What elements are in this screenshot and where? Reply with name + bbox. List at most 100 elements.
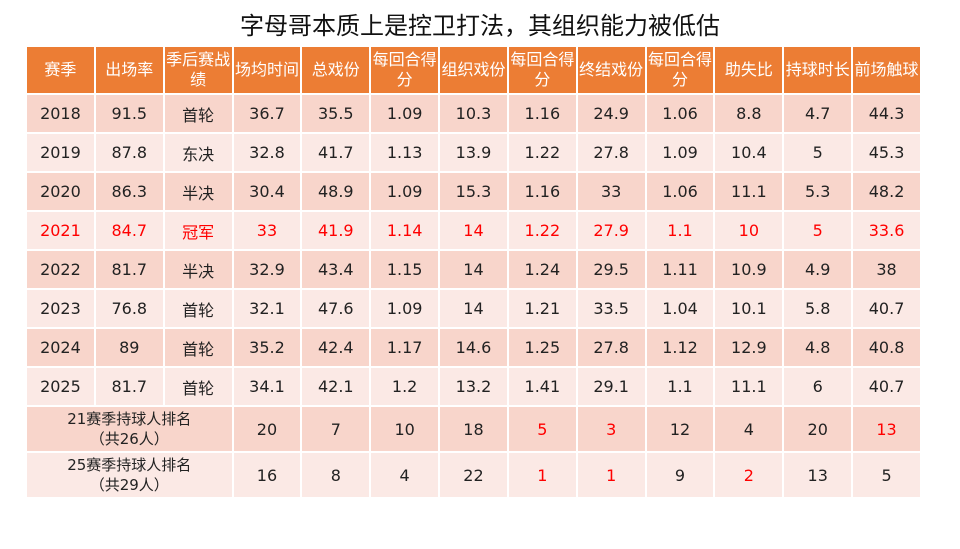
table-cell: 43.4	[300, 249, 372, 290]
rank-row-label: 25赛季持球人排名 （共29人）	[25, 451, 234, 499]
column-header: 持球时长	[782, 45, 854, 95]
table-row: 2019 87.8 东决 32.8 41.7 1.13 13.9 1.22 27.8 1.09 10…	[25, 132, 922, 173]
table-cell: 14	[438, 249, 509, 290]
table-cell: 14.6	[438, 327, 509, 368]
table-cell: 41.9	[300, 210, 372, 251]
table-cell: 32.1	[231, 288, 303, 329]
table-cell: 首轮	[162, 366, 234, 407]
rank-row-label: 21赛季持球人排名 （共26人）	[25, 405, 234, 453]
table-cell: 33.5	[575, 288, 647, 329]
table-cell: 27.8	[575, 132, 647, 173]
table-cell: 1.24	[506, 249, 578, 290]
header-row: 赛季 出场率 季后赛战绩 场均时间 总戏份 每回合得分 组织戏份 每回合得分 终结戏份 每回合得分…	[25, 45, 922, 95]
table-cell: 2025	[25, 366, 96, 407]
table-cell: 44.3	[851, 93, 922, 134]
table-cell: 首轮	[162, 288, 234, 329]
table-cell: 40.7	[851, 366, 922, 407]
rank-cell: 2	[713, 451, 785, 499]
table-cell: 1.1	[644, 210, 716, 251]
rank-cell: 7	[300, 405, 372, 453]
slide-title: 字母哥本质上是控卫打法，其组织能力被低估	[240, 12, 720, 40]
table-cell: 10.3	[438, 93, 509, 134]
table-cell: 12.9	[713, 327, 785, 368]
column-header: 组织戏份	[438, 45, 509, 95]
rank-cell: 13	[851, 405, 922, 453]
table-cell: 5.3	[782, 171, 854, 212]
table-cell: 半决	[162, 249, 234, 290]
table-cell: 首轮	[162, 327, 234, 368]
table-cell: 86.3	[93, 171, 165, 212]
rank-label-line: 21赛季持球人排名	[67, 410, 192, 428]
table-cell: 48.2	[851, 171, 922, 212]
table-cell: 81.7	[93, 366, 165, 407]
table-cell: 24.9	[575, 93, 647, 134]
table-cell: 87.8	[93, 132, 165, 173]
table-cell: 42.1	[300, 366, 372, 407]
table-cell: 89	[93, 327, 165, 368]
table-cell: 76.8	[93, 288, 165, 329]
table-cell: 2024	[25, 327, 96, 368]
table-cell: 冠军	[162, 210, 234, 251]
table-cell: 1.1	[644, 366, 716, 407]
table-cell: 1.13	[369, 132, 441, 173]
column-header: 出场率	[93, 45, 165, 95]
table-cell: 4.9	[782, 249, 854, 290]
table-cell: 1.22	[506, 132, 578, 173]
table-row: 2018 91.5 首轮 36.7 35.5 1.09 10.3 1.16 24.9 1.06 8.…	[25, 93, 922, 134]
table-cell: 42.4	[300, 327, 372, 368]
table-cell: 1.21	[506, 288, 578, 329]
table-cell: 91.5	[93, 93, 165, 134]
table-body: 2018 91.5 首轮 36.7 35.5 1.09 10.3 1.16 24.9 1.06 8.…	[25, 93, 922, 499]
rank-cell: 13	[782, 451, 854, 499]
table-cell: 首轮	[162, 93, 234, 134]
table-cell: 29.1	[575, 366, 647, 407]
table-cell: 1.12	[644, 327, 716, 368]
table-cell: 40.8	[851, 327, 922, 368]
table-cell: 1.22	[506, 210, 578, 251]
table-cell: 10.1	[713, 288, 785, 329]
rank-cell: 18	[438, 405, 509, 453]
rank-row: 21赛季持球人排名 （共26人） 20 7 10 18 5 3 12 4 20 13	[25, 405, 922, 453]
table-cell: 13.2	[438, 366, 509, 407]
table-cell: 48.9	[300, 171, 372, 212]
table-cell: 10	[713, 210, 785, 251]
table-cell: 34.1	[231, 366, 303, 407]
table-cell: 38	[851, 249, 922, 290]
table-cell: 1.25	[506, 327, 578, 368]
table-cell: 35.2	[231, 327, 303, 368]
rank-cell: 10	[369, 405, 441, 453]
table-cell: 2020	[25, 171, 96, 212]
table-cell: 27.8	[575, 327, 647, 368]
rank-cell: 5	[506, 405, 578, 453]
table-cell: 1.16	[506, 171, 578, 212]
rank-cell: 12	[644, 405, 716, 453]
table-cell: 1.09	[369, 288, 441, 329]
table-cell: 2018	[25, 93, 96, 134]
table-cell: 29.5	[575, 249, 647, 290]
table-cell: 8.8	[713, 93, 785, 134]
table-row: 2024 89 首轮 35.2 42.4 1.17 14.6 1.25 27.8 1.12 12.9…	[25, 327, 922, 368]
table-cell: 33	[575, 171, 647, 212]
table-cell: 45.3	[851, 132, 922, 173]
rank-cell: 1	[575, 451, 647, 499]
table-row: 2021 84.7 冠军 33 41.9 1.14 14 1.22 27.9 1.1 10 5 33.6	[25, 210, 922, 251]
column-header: 每回合得分	[644, 45, 716, 95]
rank-cell: 4	[369, 451, 441, 499]
rank-cell: 4	[713, 405, 785, 453]
table-cell: 4.7	[782, 93, 854, 134]
table-cell: 2021	[25, 210, 96, 251]
table-cell: 1.41	[506, 366, 578, 407]
table-cell: 1.17	[369, 327, 441, 368]
table-cell: 15.3	[438, 171, 509, 212]
rank-cell: 16	[231, 451, 303, 499]
table-cell: 1.15	[369, 249, 441, 290]
rank-row: 25赛季持球人排名 （共29人） 16 8 4 22 1 1 9 2 13 5	[25, 451, 922, 499]
table-cell: 35.5	[300, 93, 372, 134]
table-cell: 5	[782, 132, 854, 173]
column-header: 总戏份	[300, 45, 372, 95]
table-cell: 1.06	[644, 93, 716, 134]
table-cell: 40.7	[851, 288, 922, 329]
table-row: 2020 86.3 半决 30.4 48.9 1.09 15.3 1.16 33 1.06 11.1…	[25, 171, 922, 212]
table-cell: 2019	[25, 132, 96, 173]
column-header: 季后赛战绩	[162, 45, 234, 95]
